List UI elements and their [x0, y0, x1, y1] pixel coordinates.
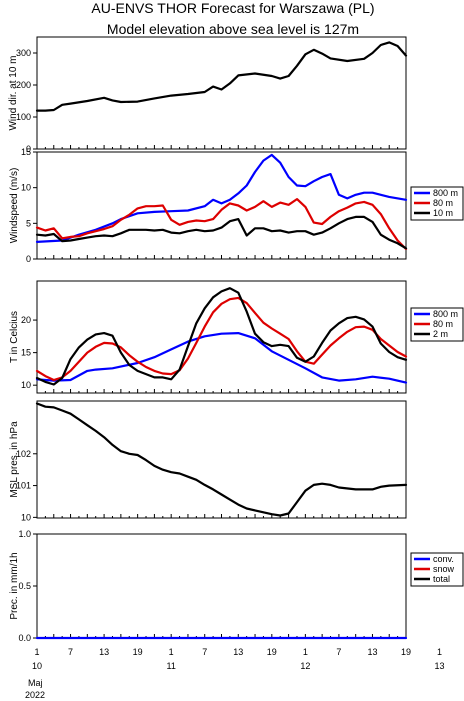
legend-entry: 2 m	[433, 329, 448, 339]
y-tick-label: 10	[21, 183, 31, 193]
day-label: 10	[32, 661, 42, 671]
hour-tick-label: 1	[169, 647, 174, 657]
legend-entry: conv.	[433, 554, 454, 564]
y-tick-label: 10	[21, 380, 31, 390]
hour-tick-label: 19	[133, 647, 143, 657]
hour-tick-label: 19	[401, 647, 411, 657]
y-axis-label: MSL pres. in hPa	[9, 421, 20, 498]
legend: 800 m80 m2 m	[410, 307, 464, 342]
day-label: 11	[167, 661, 176, 671]
y-tick-label: 200	[16, 80, 31, 90]
series-line-2-m	[35, 287, 408, 386]
y-tick-label: 5	[26, 218, 31, 228]
y-tick-label: 0.5	[18, 581, 31, 591]
hour-tick-label: 7	[68, 647, 73, 657]
y-tick-label: 300	[16, 48, 31, 58]
legend-entry: total	[433, 574, 450, 584]
legend-entry: 80 m	[433, 319, 453, 329]
legend: 800 m80 m10 m	[410, 186, 464, 221]
y-tick-label: 20	[21, 315, 31, 325]
panel-frame	[36, 533, 407, 639]
month-label: Maj	[28, 678, 43, 688]
y-tick-label: 0	[26, 254, 31, 264]
legend-entry: 800 m	[433, 309, 458, 319]
y-tick-label: 101	[16, 481, 31, 491]
legend-entry: snow	[433, 564, 455, 574]
series-line-10-m	[35, 215, 408, 250]
y-tick-label: 15	[21, 147, 31, 157]
year-label: 2022	[25, 690, 45, 700]
day-label: 13	[435, 661, 445, 671]
y-tick-label: 100	[16, 112, 31, 122]
hour-tick-label: 1	[34, 647, 39, 657]
legend-entry: 800 m	[433, 188, 458, 198]
series-line-80-m	[35, 296, 408, 382]
legend-entry: 10 m	[433, 208, 453, 218]
y-tick-label: 0	[26, 144, 31, 154]
panel-frame	[36, 400, 407, 519]
series-line-800-m	[35, 153, 408, 243]
series-line-main	[35, 41, 408, 112]
y-axis-label: Wind dir. at 10 m	[8, 55, 19, 130]
hour-tick-label: 1	[437, 647, 442, 657]
legend-entry: 80 m	[433, 198, 453, 208]
y-tick-label: 15	[21, 348, 31, 358]
y-tick-label: 1.0	[18, 529, 31, 539]
series-line-800-m	[35, 332, 408, 384]
hour-tick-label: 13	[233, 647, 243, 657]
y-axis-label: Prec. in mm/1h	[9, 552, 20, 619]
y-axis-label: T in Celcius	[9, 311, 20, 363]
chart-subtitle: Model elevation above sea level is 127m	[107, 21, 359, 37]
hour-tick-label: 19	[267, 647, 277, 657]
hour-tick-label: 13	[99, 647, 109, 657]
day-label: 12	[300, 661, 310, 671]
series-line-main	[35, 402, 408, 517]
panel-3: 10 15 20T in Celcius 800 m80 m2 m	[9, 280, 464, 394]
y-tick-label: 10	[21, 512, 31, 522]
y-tick-label: 0.0	[18, 633, 31, 643]
series-line-80-m	[35, 198, 408, 251]
hour-tick-label: 7	[202, 647, 207, 657]
time-axis: 1 7 13 19 1 7 13 19 1 7 13 19 1 10 11 12 13	[32, 647, 445, 671]
chart-title: AU-ENVS THOR Forecast for Warszawa (PL)	[91, 0, 374, 16]
panel-frame	[36, 36, 407, 150]
hour-tick-label: 13	[367, 647, 377, 657]
panel-2: 0 5 10 15 Windspeed (m/s) 800 m80 m10 m	[9, 147, 464, 264]
y-axis-label: Windspeed (m/s)	[9, 168, 20, 244]
hour-tick-label: 7	[336, 647, 341, 657]
y-tick-label: 102	[16, 449, 31, 459]
hour-tick-label: 1	[303, 647, 308, 657]
